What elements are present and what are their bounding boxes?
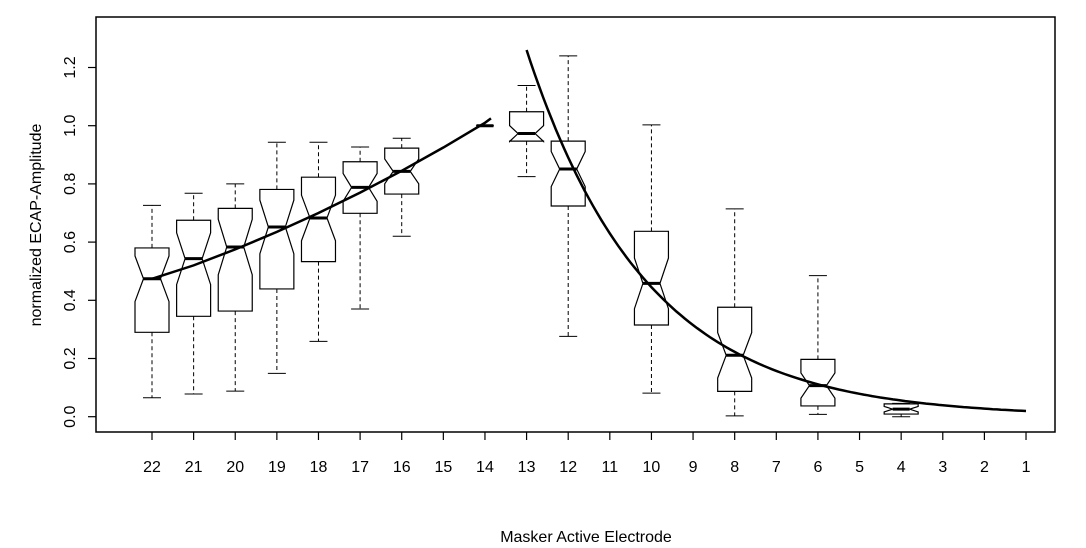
basal-fit-curve: [525, 49, 1027, 413]
box-electrode-12: [550, 55, 586, 337]
y-tick-label: 0.0: [62, 405, 79, 427]
x-tick-label: 16: [393, 459, 411, 476]
x-tick-label: 4: [897, 459, 906, 476]
y-tick-label: 1.0: [62, 114, 79, 136]
x-tick-label: 15: [434, 459, 452, 476]
box-electrode-21: [176, 192, 212, 395]
box-electrode-20: [217, 183, 253, 392]
box-electrode-10: [633, 124, 670, 394]
x-axis-label: Masker Active Electrode: [500, 529, 672, 543]
x-tick-label: 8: [730, 459, 739, 476]
apical-fit-curve: [151, 117, 492, 280]
box-electrode-6: [800, 275, 836, 415]
fit-curves: [151, 49, 1027, 413]
notched-box: [217, 207, 253, 312]
notched-box: [176, 219, 212, 317]
notched-box: [134, 247, 170, 333]
x-tick-label: 5: [855, 459, 864, 476]
box-electrode-16: [384, 137, 420, 237]
notched-box: [633, 230, 670, 326]
box-electrode-13: [508, 85, 545, 178]
y-tick-label: 0.4: [62, 289, 79, 311]
notched-box: [259, 188, 295, 290]
x-axis: 22 21 20 19 18 17 16 15 14 13 12 11 10 9 8 7 6 5 4 3 2 1: [143, 432, 1031, 476]
box-electrode-17: [342, 146, 378, 310]
notched-box: [550, 140, 586, 207]
y-tick-label: 0.8: [62, 173, 79, 195]
x-tick-label: 10: [643, 459, 661, 476]
x-tick-label: 12: [559, 459, 577, 476]
notched-box: [800, 358, 836, 407]
x-tick-label: 9: [689, 459, 698, 476]
y-tick-label: 1.2: [62, 56, 79, 78]
x-tick-label: 18: [310, 459, 328, 476]
x-tick-label: 20: [226, 459, 244, 476]
y-axis: 0.0 0.2 0.4 0.6 0.8 1.0 1.2: [62, 56, 96, 428]
x-tick-label: 2: [980, 459, 989, 476]
box-electrode-18: [300, 141, 337, 342]
x-tick-label: 1: [1022, 459, 1031, 476]
box-electrode-4: [883, 402, 919, 418]
x-tick-label: 17: [351, 459, 369, 476]
box-electrode-8: [717, 208, 753, 417]
plot-frame: [95, 16, 1056, 433]
box-electrode-19: [259, 141, 295, 374]
y-axis-label: normalized ECAP-Amplitude: [28, 124, 45, 327]
x-tick-label: 7: [772, 459, 781, 476]
x-tick-label: 21: [185, 459, 203, 476]
x-tick-label: 19: [268, 459, 286, 476]
notched-box: [508, 111, 545, 143]
y-tick-label: 0.2: [62, 347, 79, 369]
x-tick-label: 11: [602, 459, 619, 476]
x-tick-label: 13: [518, 459, 536, 476]
x-tick-label: 14: [476, 459, 494, 476]
x-tick-label: 6: [813, 459, 822, 476]
notched-box: [717, 306, 753, 392]
x-tick-label: 3: [938, 459, 947, 476]
y-tick-label: 0.6: [62, 231, 79, 253]
box-electrode-22: [134, 204, 170, 399]
x-tick-label: 22: [143, 459, 161, 476]
boxes: [134, 55, 919, 418]
